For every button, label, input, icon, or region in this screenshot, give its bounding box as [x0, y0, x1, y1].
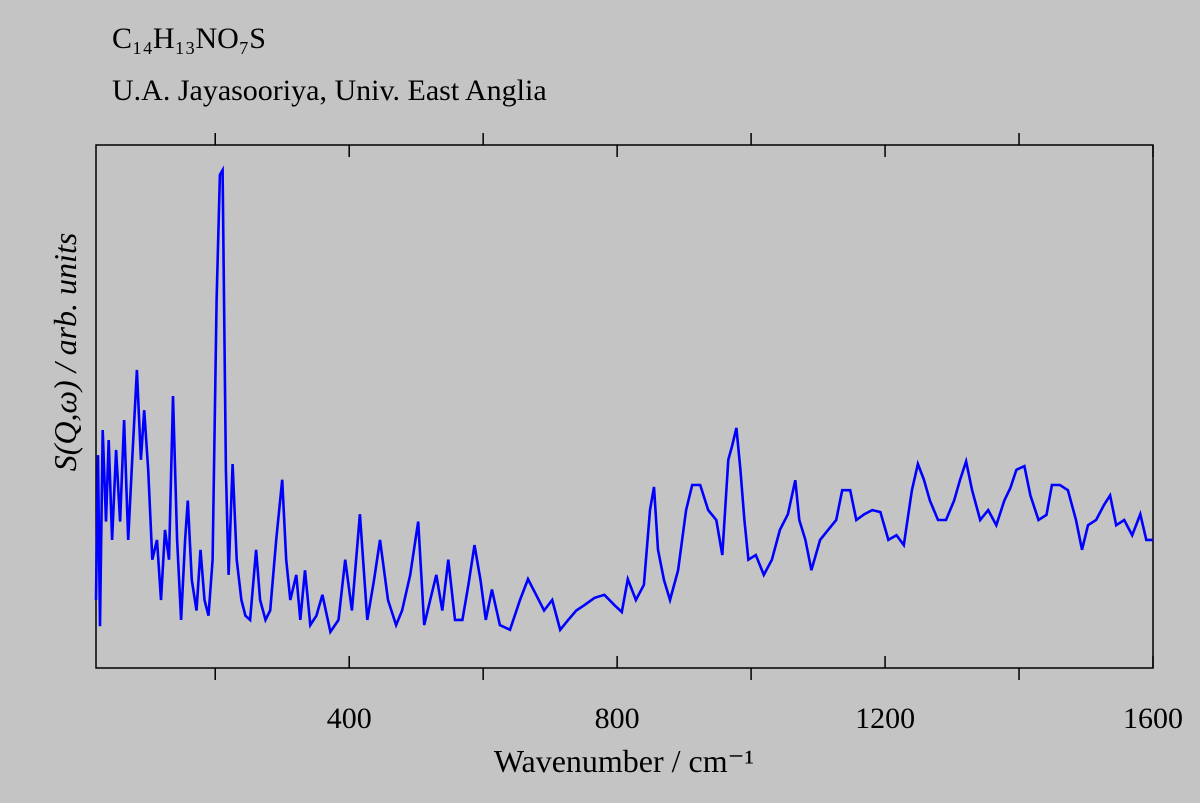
- x-tick-label: 1200: [855, 702, 915, 735]
- x-tick-label: 1600: [1123, 702, 1183, 735]
- spectrum-line: [94, 165, 1153, 636]
- y-axis-label: S(Q,ω) / arb. units: [47, 233, 83, 472]
- x-tick-label: 400: [327, 702, 372, 735]
- plot-frame: [95, 144, 1154, 669]
- x-tick-label: 800: [595, 702, 640, 735]
- chart-subtitle: U.A. Jayasooriya, Univ. East Anglia: [112, 74, 547, 107]
- chart-title: C₁₄H₁₃NO₇S: [112, 22, 266, 55]
- x-axis-label: Wavenumber / cm⁻¹: [494, 743, 754, 779]
